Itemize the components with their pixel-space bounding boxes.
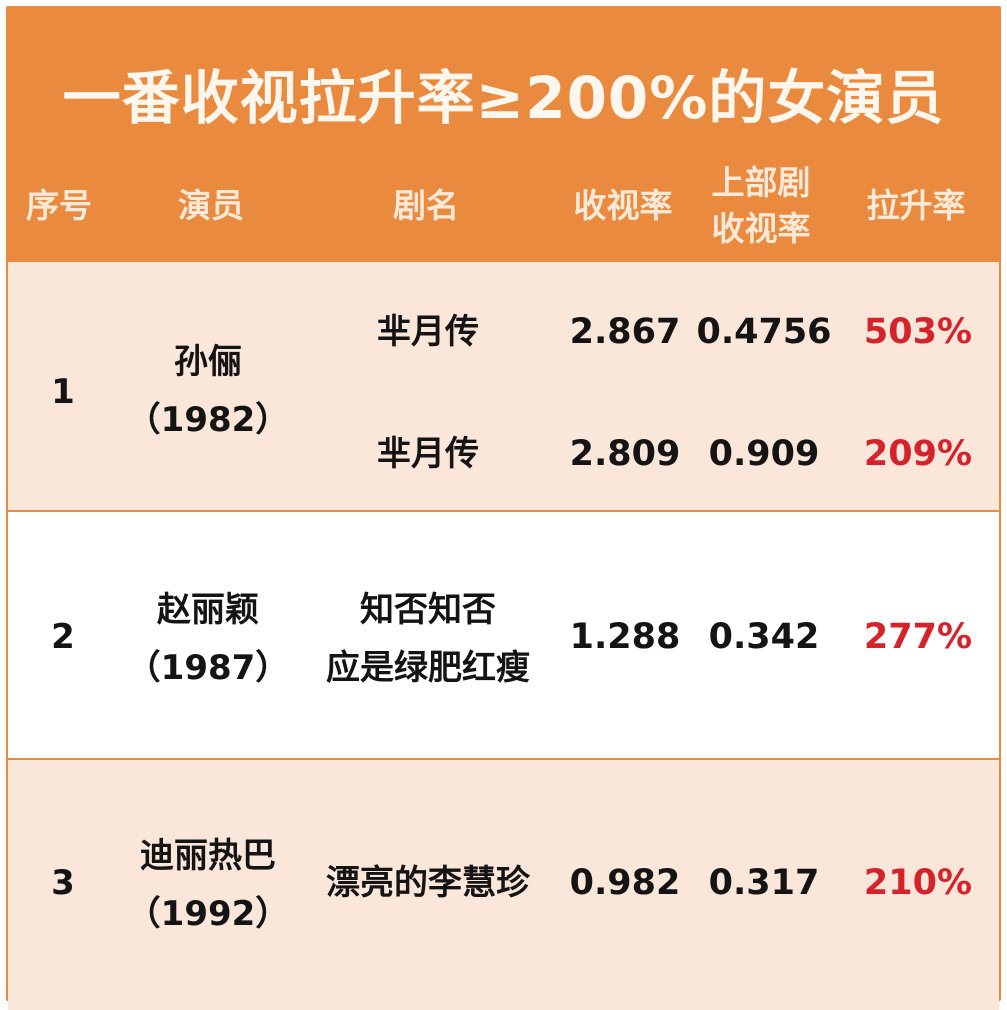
rise-rate-value: 210% [863,863,973,903]
column-header-rating: 收视率 [573,186,673,225]
column-header-drama: 剧名 [393,186,459,225]
actress-birth-year: （1987） [126,648,290,688]
drama-name: 芈月传 [377,312,479,352]
table-row: 3 迪丽热巴 （1992） 漂亮的李慧珍 0.982 0.317 210% [8,760,999,1010]
column-header-actress: 演员 [178,186,244,225]
column-header-rise: 拉升率 [866,186,966,225]
rise-rate-value: 503% [863,312,973,352]
actress-birth-year: （1982） [126,400,290,440]
rise-rate-value: 209% [863,434,973,474]
row-index: 3 [51,863,75,903]
rise-rate-value: 277% [863,617,973,657]
actress-name: 赵丽颖 [157,590,259,630]
column-header-index: 序号 [26,186,92,225]
actress-name: 迪丽热巴 [140,836,276,876]
prev-rating-value: 0.317 [708,863,820,903]
rating-value: 0.982 [569,863,681,903]
rating-value: 1.288 [569,617,681,657]
drama-name-line2: 应是绿肥红瘦 [326,648,530,688]
rating-value: 2.809 [569,434,681,474]
table-card: 一番收视拉升率≥200%的女演员 序号 演员 剧名 收视率 上部剧 收视率 拉升… [6,6,1001,1010]
drama-name-line1: 知否知否 [360,590,496,630]
column-header-prev-rating-line1: 上部剧 [711,163,811,202]
table-title: 一番收视拉升率≥200%的女演员 [62,64,945,132]
table-row: 1 孙俪 （1982） 芈月传 2.867 0.4756 503% 芈月传 2.… [8,262,999,510]
prev-rating-value: 0.4756 [696,312,832,352]
prev-rating-value: 0.909 [708,434,820,474]
column-header-prev-rating-line2: 收视率 [711,209,811,248]
table-row: 2 赵丽颖 （1987） 知否知否 应是绿肥红瘦 1.288 0.342 277… [8,512,999,758]
row-index: 2 [51,617,75,657]
drama-name: 漂亮的李慧珍 [326,863,530,903]
actress-birth-year: （1992） [126,894,290,934]
rating-value: 2.867 [569,312,681,352]
actress-name: 孙俪 [174,342,242,382]
prev-rating-value: 0.342 [708,617,820,657]
drama-name: 芈月传 [377,434,479,474]
row-index: 1 [51,372,75,412]
